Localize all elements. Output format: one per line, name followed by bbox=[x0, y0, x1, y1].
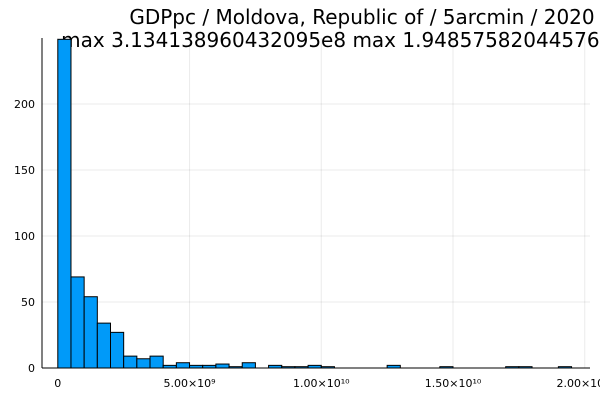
grid-lines bbox=[42, 38, 590, 369]
y-tick-label: 150 bbox=[14, 164, 35, 177]
y-tick-label: 200 bbox=[14, 98, 35, 111]
x-tick-label: 5.00×10⁹ bbox=[163, 377, 215, 390]
histogram-bar bbox=[110, 331, 125, 369]
y-tick-label: 50 bbox=[21, 296, 35, 309]
histogram-bar bbox=[149, 355, 164, 369]
histogram-bar bbox=[123, 355, 138, 369]
histogram-bars bbox=[57, 38, 573, 369]
histogram-bar bbox=[136, 358, 151, 369]
histogram-bar bbox=[175, 362, 191, 369]
histogram-bar bbox=[215, 363, 230, 369]
y-tick-labels: 0 50 100 150 200 bbox=[14, 98, 35, 375]
histogram-bar bbox=[96, 322, 111, 369]
histogram-bar bbox=[241, 362, 256, 369]
histogram-bar bbox=[83, 296, 98, 369]
x-tick-labels: 0 5.00×10⁹ 1.00×10¹⁰ 1.50×10¹⁰ 2.00×10¹⁰ bbox=[54, 377, 600, 390]
histogram-bar bbox=[70, 276, 85, 369]
y-tick-label: 0 bbox=[28, 362, 35, 375]
histogram-bar bbox=[57, 38, 72, 369]
chart-title: GDPpc / Moldova, Republic of / 5arcmin /… bbox=[129, 5, 594, 29]
chart-subtitle: max 3.134138960432095e8 max 1.9485758204… bbox=[61, 28, 600, 52]
y-tick-label: 100 bbox=[14, 230, 35, 243]
x-tick-label: 1.50×10¹⁰ bbox=[425, 377, 482, 390]
axes bbox=[41, 38, 590, 369]
x-tick-label: 2.00×10¹⁰ bbox=[556, 377, 600, 390]
x-tick-label: 1.00×10¹⁰ bbox=[293, 377, 350, 390]
x-tick-label: 0 bbox=[54, 377, 61, 390]
